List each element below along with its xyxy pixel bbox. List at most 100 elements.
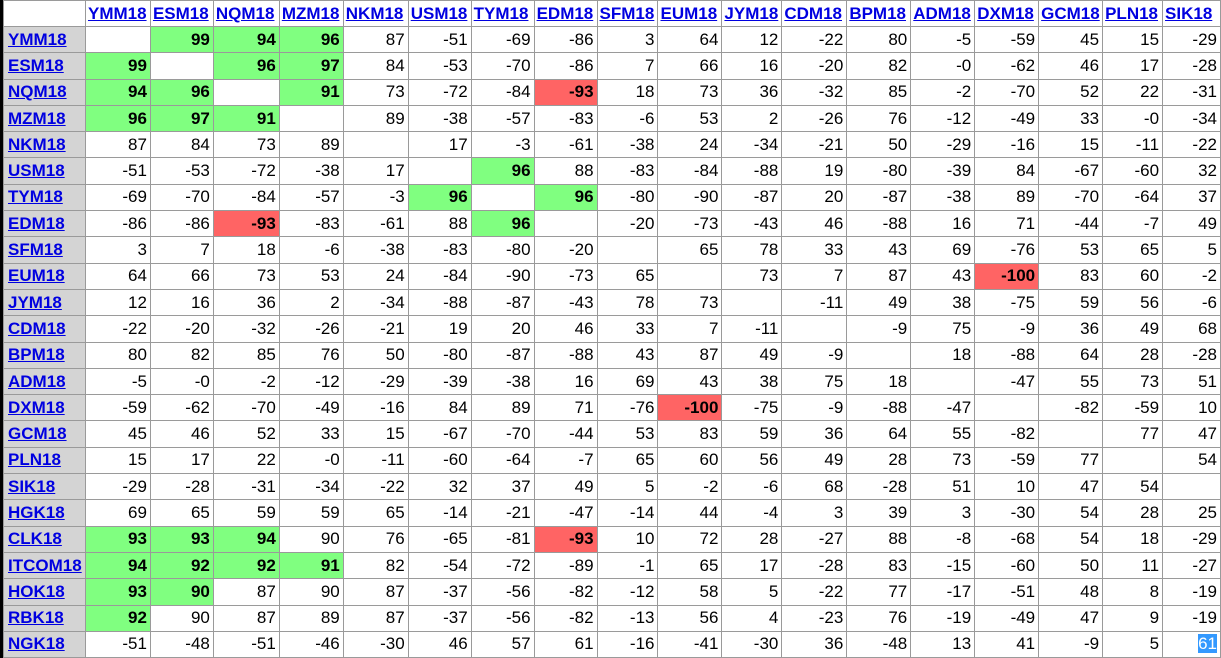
correlation-cell[interactable]: -22 — [342, 473, 409, 501]
correlation-cell[interactable]: -51 — [212, 630, 280, 658]
correlation-cell[interactable]: 50 — [846, 131, 912, 159]
column-header-link[interactable]: SIK18 — [1165, 3, 1213, 23]
correlation-cell[interactable]: 88 — [533, 157, 598, 185]
correlation-cell[interactable]: -67 — [407, 420, 472, 448]
correlation-cell[interactable]: 69 — [84, 499, 151, 527]
row-header-link[interactable]: BPM18 — [8, 345, 65, 365]
row-header-link[interactable]: NKM18 — [8, 134, 66, 154]
correlation-cell[interactable]: 76 — [846, 604, 912, 632]
correlation-cell[interactable]: -21 — [470, 499, 535, 527]
correlation-cell[interactable] — [278, 104, 344, 133]
correlation-cell[interactable]: -13 — [596, 604, 659, 632]
correlation-cell[interactable]: 94 — [212, 525, 280, 553]
correlation-cell[interactable]: -56 — [470, 578, 535, 606]
correlation-cell[interactable]: 56 — [657, 604, 723, 632]
correlation-cell[interactable]: 80 — [84, 341, 151, 369]
correlation-cell[interactable]: -83 — [407, 236, 472, 264]
correlation-cell[interactable]: 73 — [342, 78, 409, 106]
correlation-cell[interactable]: 53 — [278, 262, 344, 290]
correlation-cell[interactable]: -70 — [212, 394, 280, 422]
row-header-link[interactable]: SFM18 — [8, 240, 63, 260]
correlation-cell[interactable]: -59 — [974, 25, 1040, 54]
correlation-cell[interactable]: -9 — [781, 394, 848, 422]
correlation-cell[interactable]: 90 — [278, 525, 344, 553]
correlation-cell[interactable]: -48 — [846, 630, 912, 658]
correlation-cell[interactable]: 36 — [781, 420, 848, 448]
correlation-cell[interactable]: 75 — [781, 367, 848, 396]
correlation-cell[interactable]: 87 — [342, 578, 409, 606]
correlation-cell[interactable]: 12 — [721, 25, 783, 54]
correlation-cell[interactable]: -76 — [596, 394, 659, 422]
correlation-cell[interactable]: -87 — [470, 288, 535, 317]
correlation-cell[interactable]: 96 — [470, 157, 535, 185]
correlation-cell[interactable]: -44 — [533, 420, 598, 448]
correlation-cell[interactable]: 18 — [910, 341, 976, 369]
row-header-link[interactable]: ESM18 — [8, 55, 64, 75]
correlation-cell[interactable]: 33 — [278, 420, 344, 448]
correlation-cell[interactable]: 37 — [470, 473, 535, 501]
correlation-cell[interactable]: -39 — [910, 157, 976, 185]
correlation-cell[interactable]: 71 — [974, 210, 1040, 238]
correlation-cell[interactable]: -30 — [721, 630, 783, 658]
correlation-cell[interactable] — [212, 78, 280, 106]
correlation-cell[interactable]: 18 — [596, 78, 659, 106]
correlation-cell[interactable]: -39 — [407, 367, 472, 396]
correlation-cell[interactable]: -84 — [407, 262, 472, 290]
correlation-cell[interactable]: 28 — [846, 446, 912, 475]
column-header-link[interactable]: DXM18 — [977, 3, 1034, 23]
correlation-cell[interactable]: 66 — [657, 52, 723, 80]
correlation-cell[interactable]: -80 — [596, 183, 659, 212]
correlation-cell[interactable]: 73 — [721, 262, 783, 290]
correlation-cell[interactable]: -81 — [470, 525, 535, 553]
correlation-cell[interactable]: -73 — [657, 210, 723, 238]
correlation-cell[interactable]: 2 — [278, 288, 344, 317]
correlation-cell[interactable]: -84 — [212, 183, 280, 212]
correlation-cell[interactable]: -11 — [721, 315, 783, 343]
correlation-cell[interactable]: 33 — [1038, 104, 1104, 133]
correlation-cell[interactable]: -3 — [470, 131, 535, 159]
correlation-cell[interactable]: -56 — [470, 604, 535, 632]
correlation-cell[interactable]: 36 — [721, 78, 783, 106]
correlation-cell[interactable]: 49 — [846, 288, 912, 317]
correlation-cell[interactable]: 91 — [278, 78, 344, 106]
column-header-link[interactable]: EDM18 — [536, 3, 594, 23]
row-header-link[interactable]: ITCOM18 — [8, 555, 82, 575]
correlation-cell[interactable]: 18 — [846, 367, 912, 396]
correlation-cell[interactable]: -2 — [1162, 262, 1221, 290]
correlation-cell[interactable]: 93 — [84, 525, 151, 553]
correlation-cell[interactable]: 36 — [212, 288, 280, 317]
correlation-cell[interactable]: 19 — [781, 157, 848, 185]
correlation-cell[interactable]: -86 — [149, 210, 214, 238]
correlation-cell[interactable]: 87 — [212, 578, 280, 606]
correlation-cell[interactable]: -2 — [212, 367, 280, 396]
correlation-cell[interactable]: -76 — [974, 236, 1040, 264]
correlation-cell[interactable]: 71 — [533, 394, 598, 422]
row-header-link[interactable]: HGK18 — [8, 502, 65, 522]
correlation-cell[interactable] — [781, 315, 848, 343]
correlation-cell[interactable]: 7 — [657, 315, 723, 343]
correlation-cell[interactable]: -38 — [278, 157, 344, 185]
correlation-cell[interactable]: -41 — [657, 630, 723, 658]
correlation-cell[interactable]: 93 — [84, 578, 151, 606]
correlation-cell[interactable]: -80 — [470, 236, 535, 264]
correlation-cell[interactable]: 28 — [1102, 341, 1164, 369]
correlation-cell[interactable]: 92 — [149, 551, 214, 580]
correlation-cell[interactable]: 59 — [212, 499, 280, 527]
correlation-cell[interactable]: 38 — [910, 288, 976, 317]
row-header-link[interactable]: PLN18 — [8, 450, 61, 470]
correlation-cell[interactable]: 18 — [1102, 525, 1164, 553]
correlation-cell[interactable]: 55 — [910, 420, 976, 448]
correlation-cell[interactable]: -16 — [342, 394, 409, 422]
correlation-cell[interactable] — [657, 262, 723, 290]
column-header-link[interactable]: CDM18 — [784, 3, 842, 23]
correlation-cell[interactable]: -31 — [212, 473, 280, 501]
correlation-cell[interactable]: -27 — [781, 525, 848, 553]
correlation-cell[interactable]: -32 — [212, 315, 280, 343]
correlation-cell[interactable]: 43 — [846, 236, 912, 264]
correlation-cell[interactable]: -6 — [278, 236, 344, 264]
correlation-cell[interactable]: -20 — [149, 315, 214, 343]
correlation-cell[interactable]: -61 — [533, 131, 598, 159]
correlation-cell[interactable]: 17 — [721, 551, 783, 580]
correlation-cell[interactable] — [974, 394, 1040, 422]
correlation-cell[interactable]: -72 — [212, 157, 280, 185]
